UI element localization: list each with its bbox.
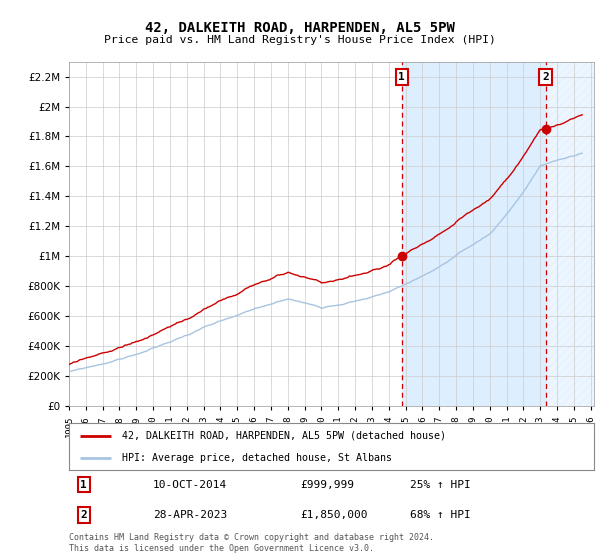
Text: 68% ↑ HPI: 68% ↑ HPI	[410, 510, 471, 520]
Text: £1,850,000: £1,850,000	[300, 510, 367, 520]
Text: 1: 1	[398, 72, 405, 82]
Text: 28-APR-2023: 28-APR-2023	[153, 510, 227, 520]
Bar	[545, 62, 599, 406]
Text: Price paid vs. HM Land Registry's House Price Index (HPI): Price paid vs. HM Land Registry's House …	[104, 35, 496, 45]
Text: HPI: Average price, detached house, St Albans: HPI: Average price, detached house, St A…	[121, 452, 392, 463]
Text: 25% ↑ HPI: 25% ↑ HPI	[410, 479, 471, 489]
Text: 10-OCT-2014: 10-OCT-2014	[153, 479, 227, 489]
Text: 2: 2	[80, 510, 87, 520]
Bar	[402, 62, 545, 406]
Text: 2: 2	[542, 72, 549, 82]
Text: £999,999: £999,999	[300, 479, 354, 489]
Text: 42, DALKEITH ROAD, HARPENDEN, AL5 5PW: 42, DALKEITH ROAD, HARPENDEN, AL5 5PW	[145, 21, 455, 35]
Text: Contains HM Land Registry data © Crown copyright and database right 2024.
This d: Contains HM Land Registry data © Crown c…	[69, 533, 434, 553]
Text: 42, DALKEITH ROAD, HARPENDEN, AL5 5PW (detached house): 42, DALKEITH ROAD, HARPENDEN, AL5 5PW (d…	[121, 431, 445, 441]
Text: 1: 1	[80, 479, 87, 489]
